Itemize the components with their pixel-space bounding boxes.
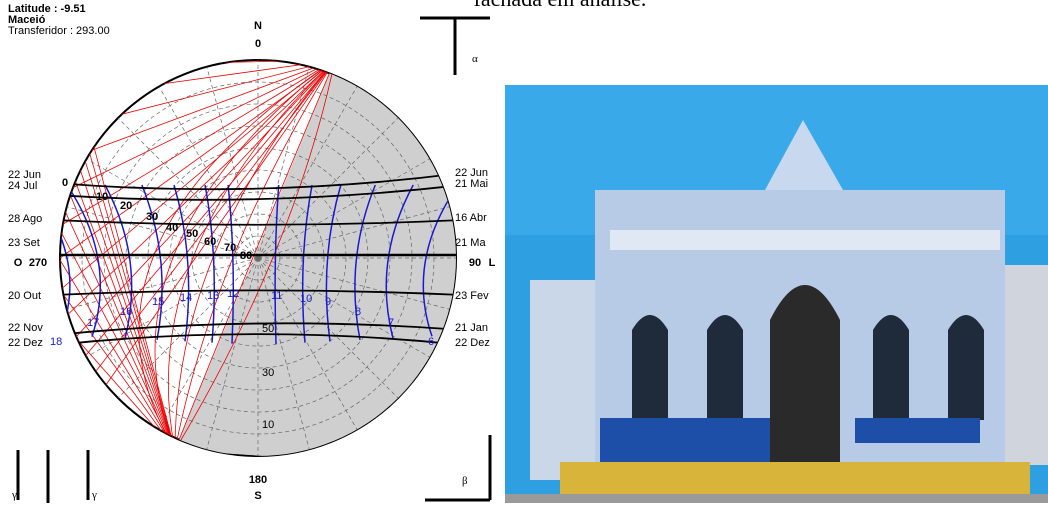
altitude-label: 40 <box>166 222 178 234</box>
hour-label: 17 <box>87 317 99 329</box>
symbol-gamma_left: γ <box>11 489 17 501</box>
altitude-label: 20 <box>120 200 132 212</box>
date-left: 22 Dez <box>8 337 43 349</box>
date-left: 20 Out <box>8 290 41 302</box>
compass-west: O <box>14 257 23 269</box>
date-right: 21 Mai <box>455 178 488 190</box>
hour-label: 15 <box>152 296 164 308</box>
symbol-beta: β <box>462 475 468 487</box>
sun-chart <box>30 20 470 470</box>
compass-east: L <box>489 257 496 269</box>
hour-label: 6 <box>428 336 434 348</box>
date-left: 22 Nov <box>8 322 43 334</box>
compass-north_deg: 0 <box>255 38 261 50</box>
hour-label: 12 <box>227 288 239 300</box>
hour-label: 13 <box>207 290 219 302</box>
symbol-gamma_right: γ <box>91 489 97 501</box>
header-note: fachada em análise. <box>474 0 647 11</box>
altitude-label: 70 <box>224 242 236 254</box>
info-protractor: Transferidor : 293.00 <box>8 25 110 37</box>
altitude-label: 30 <box>146 211 158 223</box>
date-right: 21 Jan <box>455 322 488 334</box>
altitude-label: 30 <box>262 367 274 379</box>
date-left: 23 Set <box>8 237 40 249</box>
photo <box>505 85 1048 503</box>
compass-west_deg: 270 <box>29 257 47 269</box>
altitude-label: 10 <box>96 191 108 203</box>
symbol-alpha: α <box>472 53 478 65</box>
date-right: 23 Fev <box>455 290 489 302</box>
altitude-label: 80 <box>240 250 252 262</box>
hour-label: 14 <box>180 292 192 304</box>
compass-north: N <box>254 20 262 32</box>
compass-east_deg: 90 <box>469 257 481 269</box>
altitude-label: 10 <box>262 419 274 431</box>
hour-label: 18 <box>50 336 62 348</box>
date-right: 22 Dez <box>455 337 490 349</box>
altitude-label: 60 <box>204 236 216 248</box>
hour-label: 7 <box>388 317 394 329</box>
date-right: 16 Abr <box>455 212 487 224</box>
altitude-label: 0 <box>62 177 68 189</box>
hour-label: 9 <box>325 296 331 308</box>
compass-south: S <box>254 490 261 502</box>
date-right: 21 Ma <box>455 237 486 249</box>
hour-label: 10 <box>300 293 312 305</box>
date-left: 28 Ago <box>8 213 42 225</box>
altitude-label: 50 <box>262 323 274 335</box>
hour-label: 16 <box>120 306 132 318</box>
compass-south_deg: 180 <box>249 474 267 486</box>
hour-label: 8 <box>355 306 361 318</box>
hour-label: 11 <box>271 290 282 302</box>
date-left: 24 Jul <box>8 180 37 192</box>
altitude-label: 50 <box>186 228 198 240</box>
